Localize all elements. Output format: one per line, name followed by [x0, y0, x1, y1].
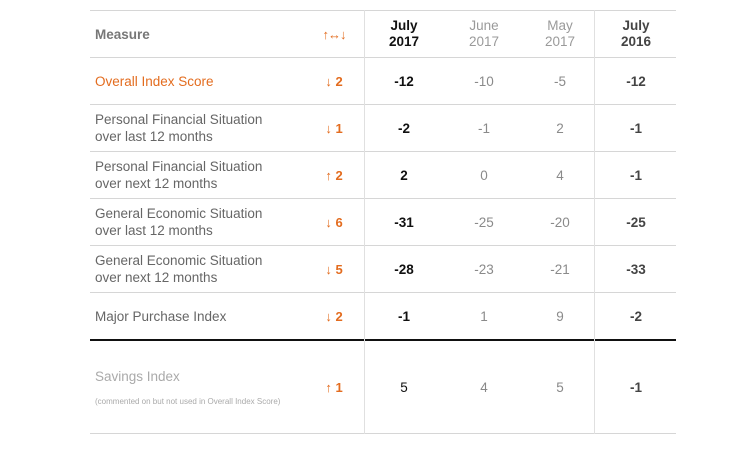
row-note: (commented on but not used in Overall In… — [95, 396, 281, 406]
row-measure: Overall Index Score — [95, 73, 214, 89]
value-june-2017: -10 — [474, 73, 494, 89]
row-change: ↑ 1 — [325, 379, 343, 395]
column-divider — [594, 10, 595, 434]
row-measure: Personal Financial Situation over next 12… — [95, 159, 263, 191]
value-july-2016: -1 — [629, 379, 642, 395]
value-may-2017: -21 — [550, 261, 570, 277]
value-june-2017: -1 — [477, 120, 490, 136]
value-july-2017: 2 — [400, 167, 408, 183]
value-may-2017: -20 — [550, 214, 570, 230]
value-may-2017: 9 — [556, 308, 564, 324]
header-july-2016: July 2016 — [620, 18, 652, 49]
value-july-2017: -2 — [397, 120, 410, 136]
value-july-2017: -1 — [397, 308, 410, 324]
value-may-2017: 4 — [556, 167, 564, 183]
value-may-2017: 2 — [556, 120, 564, 136]
value-june-2017: -23 — [474, 261, 494, 277]
row-measure: General Economic Situation over next 12 m… — [95, 253, 263, 285]
row-measure: Savings Index (commented on but not used… — [90, 368, 304, 407]
value-july-2017: -28 — [394, 261, 414, 277]
value-july-2016: -12 — [626, 73, 646, 89]
value-july-2017: -31 — [394, 214, 414, 230]
value-july-2016: -25 — [626, 214, 646, 230]
value-july-2016: -33 — [626, 261, 646, 277]
header-july-2017: July 2017 — [388, 18, 420, 49]
value-july-2016: -1 — [629, 120, 642, 136]
table-row: Savings Index (commented on but not used… — [90, 341, 676, 434]
value-july-2017: 5 — [400, 379, 408, 395]
column-divider — [364, 10, 365, 434]
row-change: ↓ 1 — [325, 120, 343, 136]
row-measure: General Economic Situation over last 12 m… — [95, 206, 263, 238]
header-change-arrows-icon: ↑↔↓ — [322, 26, 347, 42]
value-may-2017: -5 — [553, 73, 566, 89]
table-row: Personal Financial Situation over next 12… — [90, 152, 676, 199]
header-measure: Measure — [95, 26, 150, 42]
header-may-2017: May 2017 — [544, 18, 576, 49]
table-row: General Economic Situation over last 12 m… — [90, 199, 676, 246]
row-change: ↓ 6 — [325, 214, 343, 230]
table-header: Measure ↑↔↓ July 2017 June 2017 May 2017 Ju… — [90, 10, 676, 58]
row-measure: Personal Financial Situation over last 12… — [95, 112, 263, 144]
row-measure: Major Purchase Index — [95, 308, 227, 324]
index-table: Measure ↑↔↓ July 2017 June 2017 May 2017 Ju… — [90, 10, 676, 434]
row-change: ↓ 2 — [325, 73, 343, 89]
value-june-2017: 1 — [480, 308, 488, 324]
header-june-2017: June 2017 — [468, 18, 500, 49]
value-june-2017: -25 — [474, 214, 494, 230]
value-july-2017: -12 — [394, 73, 414, 89]
value-july-2016: -1 — [629, 167, 642, 183]
table-row: Overall Index Score ↓ 2 -12 -10 -5 -12 — [90, 58, 676, 105]
row-change: ↓ 2 — [325, 308, 343, 324]
value-june-2017: 0 — [480, 167, 488, 183]
table-row: Personal Financial Situation over last 12… — [90, 105, 676, 152]
table-row: General Economic Situation over next 12 m… — [90, 246, 676, 293]
value-june-2017: 4 — [480, 379, 488, 395]
table-row: Major Purchase Index ↓ 2 -1 1 9 -2 — [90, 293, 676, 341]
value-july-2016: -2 — [629, 308, 642, 324]
row-change: ↑ 2 — [325, 167, 343, 183]
row-change: ↓ 5 — [325, 261, 343, 277]
value-may-2017: 5 — [556, 379, 564, 395]
